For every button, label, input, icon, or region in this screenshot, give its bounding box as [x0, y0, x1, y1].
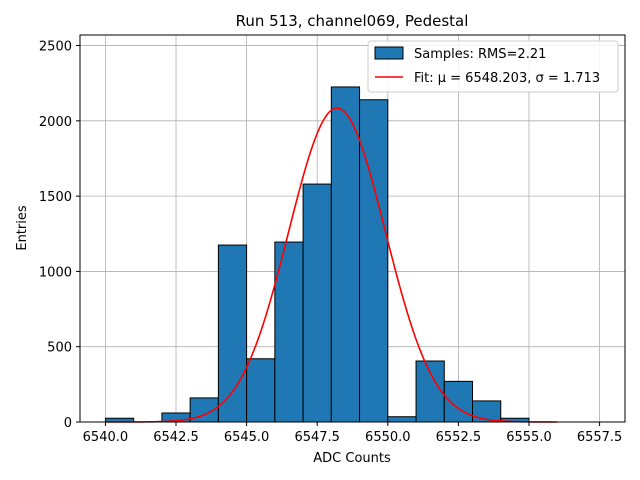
- y-tick-label: 1500: [39, 190, 72, 205]
- y-tick-label: 1000: [39, 265, 72, 280]
- histogram-bar: [359, 99, 389, 423]
- legend: Samples: RMS=2.21 Fit: μ = 6548.203, σ =…: [367, 40, 619, 93]
- y-tick-label: 2500: [39, 40, 72, 55]
- x-tick-label: 6557.5: [577, 430, 623, 445]
- histogram-bar: [274, 241, 304, 423]
- x-tick-label: 6550.0: [365, 430, 411, 445]
- y-tick-label: 0: [64, 416, 72, 431]
- histogram-bar: [330, 86, 361, 423]
- x-tick-label: 6552.5: [436, 430, 482, 445]
- histogram-bar: [443, 380, 474, 423]
- x-axis-ticks: 6540.0 6542.5 6545.0 6547.5 6550.0 6552.5 6555…: [83, 422, 623, 445]
- gaussian-fit-line: [105, 107, 558, 423]
- fit-curve-layer: [105, 107, 558, 423]
- legend-fit-label: Fit: μ = 6548.203, σ = 1.713: [414, 71, 600, 86]
- legend-histogram-swatch: [374, 46, 404, 60]
- histogram-bars: [104, 86, 530, 423]
- histogram-bar: [246, 358, 276, 423]
- y-axis-ticks: 0 500 1000 1500 2000 2500: [39, 40, 80, 431]
- histogram-bar: [217, 244, 248, 423]
- x-tick-label: 6540.0: [83, 430, 129, 445]
- legend-histogram-label: Samples: RMS=2.21: [414, 47, 546, 62]
- y-tick-label: 500: [47, 341, 72, 356]
- histogram-bar: [302, 183, 332, 423]
- chart-title: Run 513, channel069, Pedestal: [236, 12, 469, 30]
- plot-frame: [79, 34, 626, 423]
- y-axis-label: Entries: [15, 205, 30, 251]
- histogram-bar: [387, 416, 417, 423]
- x-tick-label: 6545.0: [224, 430, 270, 445]
- histogram-bar: [415, 360, 445, 423]
- x-tick-label: 6547.5: [294, 430, 340, 445]
- y-tick-label: 2000: [39, 115, 72, 130]
- legend-box: [367, 40, 619, 93]
- x-tick-label: 6542.5: [153, 430, 199, 445]
- x-axis-label: ADC Counts: [313, 451, 391, 466]
- x-tick-label: 6555.0: [506, 430, 552, 445]
